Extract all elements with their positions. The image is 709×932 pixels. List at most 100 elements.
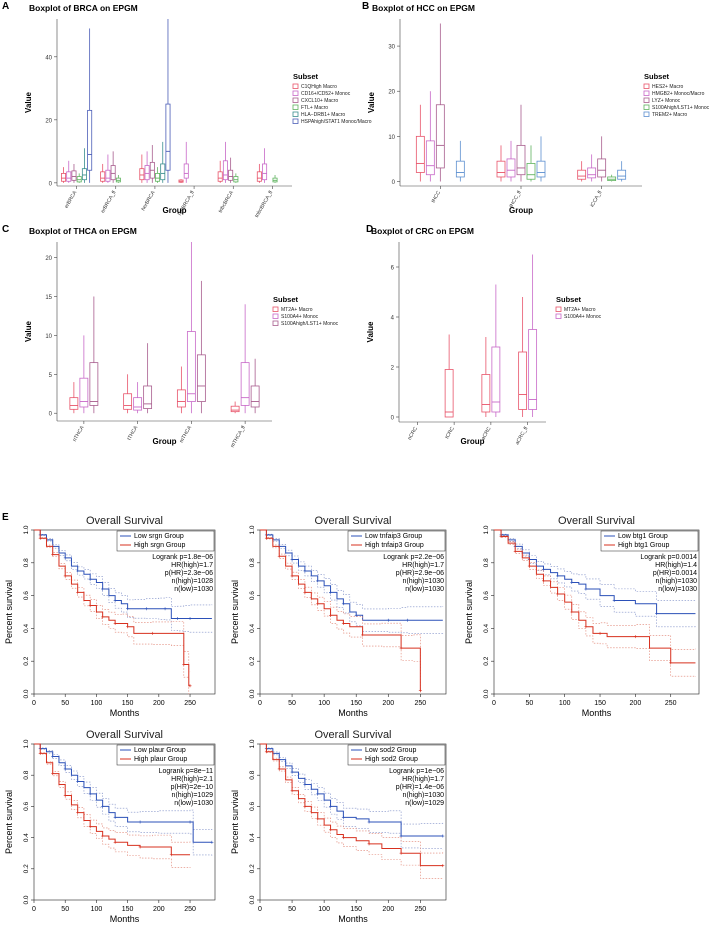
km-censor-mark (570, 580, 574, 584)
km-censor-mark (277, 767, 281, 771)
box-0-2 (71, 163, 77, 183)
x-tick-label: 0 (32, 906, 36, 913)
km-censor-mark (169, 853, 173, 857)
chart-title: Boxplot of HCC on EPGM (372, 3, 475, 13)
km-legend-label: High sod2 Group (365, 756, 418, 763)
y-tick-label: 0.8 (249, 558, 256, 567)
box-0-4 (81, 148, 87, 183)
km-censor-mark (527, 564, 531, 568)
box-body (66, 171, 72, 182)
box-2-0 (481, 337, 491, 417)
km-censor-mark (101, 615, 105, 619)
box-0-2 (435, 23, 445, 182)
box-body (165, 103, 171, 171)
km-censor-mark (38, 751, 42, 755)
km-censor-mark (598, 631, 602, 635)
legend-label: HSPAhigh/STAT1 Monoc/Macro (301, 119, 372, 125)
km-censor-mark (113, 840, 117, 844)
km-censor-mark (76, 811, 80, 815)
km-censor-mark (499, 535, 503, 539)
chart-title: Boxplot of THCA on EPGM (29, 226, 137, 236)
box-1-3 (115, 174, 121, 183)
km-legend-box (347, 530, 446, 552)
x-tick-label: 0 (492, 700, 496, 707)
km-censor-mark (418, 689, 422, 693)
legend-swatch (292, 97, 299, 103)
x-tick-label: 0 (32, 700, 36, 707)
x-axis-label: Months (110, 708, 140, 718)
x-tick-label: 250 (415, 906, 427, 913)
km-censor-mark (182, 662, 186, 666)
km-plot-frame (259, 743, 447, 901)
km-censor-mark (655, 612, 659, 616)
km-title: Overall Survival (314, 729, 391, 741)
y-axis-label: Percent survival (4, 580, 14, 644)
km-ci-lower-blue (34, 529, 213, 633)
box-2-2 (597, 136, 607, 182)
y-tick-label: 2 (391, 366, 395, 372)
y-axis-label: Percent survival (4, 790, 14, 854)
panel-letter-b: B (362, 1, 369, 12)
km-censor-mark (101, 834, 105, 838)
x-tick-label: 200 (153, 700, 165, 707)
box-body (587, 167, 597, 179)
legend-swatch (292, 83, 299, 89)
km-censor-mark (303, 569, 307, 573)
box-body (143, 385, 153, 409)
box-body (597, 158, 607, 178)
y-tick-label: 0.6 (249, 802, 256, 811)
km-censor-mark (290, 789, 294, 793)
km-censor-mark (188, 617, 192, 621)
box-body (256, 171, 262, 182)
km-stat: HR(high)=1.7 (402, 776, 444, 783)
km-censor-mark (113, 621, 117, 625)
box-body (69, 397, 79, 410)
km-ci-lower-red (260, 529, 421, 694)
km-censor-mark (406, 618, 410, 622)
x-tick-label: 100 (91, 700, 103, 707)
legend-swatch (272, 320, 279, 326)
km-legend-label: Low btg1 Group (618, 533, 668, 540)
km-legend-label: Low tnfaip3 Group (365, 533, 422, 540)
legend-label: C1QHigh Macro (301, 84, 337, 90)
km-stat: n(low)=1030 (174, 586, 213, 593)
box-3-1 (240, 304, 250, 414)
km-stat: HR(high)=1.7 (171, 562, 213, 569)
box-body (240, 362, 250, 406)
km-stat: Logrank p=8e−11 (159, 768, 213, 775)
km-stat: n(high)=1030 (403, 578, 445, 585)
km-stat: n(low)=1030 (405, 586, 444, 593)
km-censor-mark (316, 602, 320, 606)
box-body (528, 329, 538, 410)
km-legend-label: Low plaur Group (134, 747, 186, 754)
y-tick-label: 0.4 (249, 833, 256, 842)
x-tick-label: 150 (122, 906, 134, 913)
box-1-1 (133, 382, 143, 414)
x-tick-label: 200 (382, 906, 394, 913)
km-censor-mark (633, 635, 637, 639)
km-ci-upper-blue (34, 743, 213, 830)
box-body (61, 172, 67, 182)
box-1-2 (110, 151, 116, 183)
y-tick-label: 0.8 (483, 558, 490, 567)
km-curve-blue (34, 529, 212, 620)
y-tick-label: 20 (45, 118, 52, 124)
km-censor-mark (669, 661, 673, 665)
box-body (196, 354, 206, 402)
legend-swatch (555, 313, 562, 319)
km-stat: HR(high)=1.4 (655, 562, 697, 569)
legend-swatch (643, 83, 650, 89)
x-tick-label: 100 (559, 700, 571, 707)
x-tick-label: 50 (288, 700, 296, 707)
legend-label: LYZ+ Monoc (652, 98, 681, 104)
x-tick-label: 200 (153, 906, 165, 913)
legend-label: MT2A+ Macro (281, 307, 313, 313)
y-axis-label: Value (367, 92, 376, 113)
box-body (144, 165, 150, 181)
x-tick-label: 50 (61, 906, 69, 913)
y-tick-label: 10 (45, 334, 52, 340)
y-tick-label: 15 (45, 295, 52, 301)
y-tick-label: 0.4 (249, 624, 256, 633)
x-tick-label: 150 (350, 906, 362, 913)
